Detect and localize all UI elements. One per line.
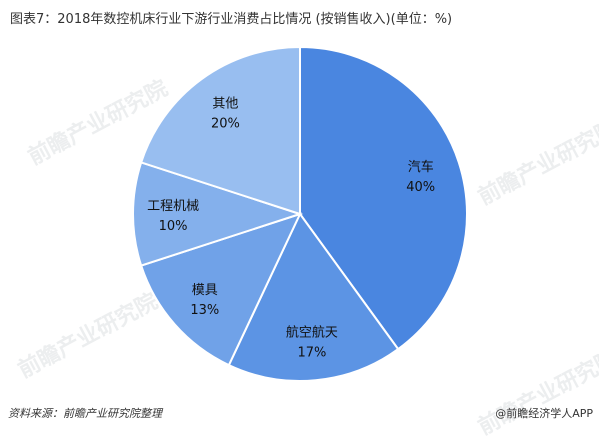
slice-label: 汽车	[408, 159, 434, 175]
chart-title: 图表7：2018年数控机床行业下游行业消费占比情况 (按销售收入)(单位：%)	[10, 12, 453, 27]
pie-slice	[139, 212, 302, 367]
slice-label: 工程机械	[147, 199, 199, 214]
brand-credit: @前瞻经济学人APP	[495, 407, 593, 420]
pie-slice	[139, 45, 301, 216]
pie-slice	[132, 161, 304, 267]
slice-value-label: 17%	[297, 345, 326, 360]
slice-value-label: 13%	[190, 303, 219, 318]
slice-label: 航空航天	[286, 324, 338, 340]
slice-value-label: 40%	[406, 180, 435, 195]
slice-value-label: 10%	[159, 219, 188, 234]
slice-label: 其他	[212, 96, 238, 111]
source-note: 资料来源：前瞻产业研究院整理	[8, 407, 162, 420]
slice-label: 模具	[192, 283, 218, 298]
pie-chart: 汽车 40% 航空航天 17% 模具 13% 工程机械 10% 其他 20%	[132, 45, 468, 382]
pie-slice	[227, 212, 400, 382]
pie-slice	[299, 45, 468, 351]
slice-value-label: 20%	[211, 116, 240, 131]
